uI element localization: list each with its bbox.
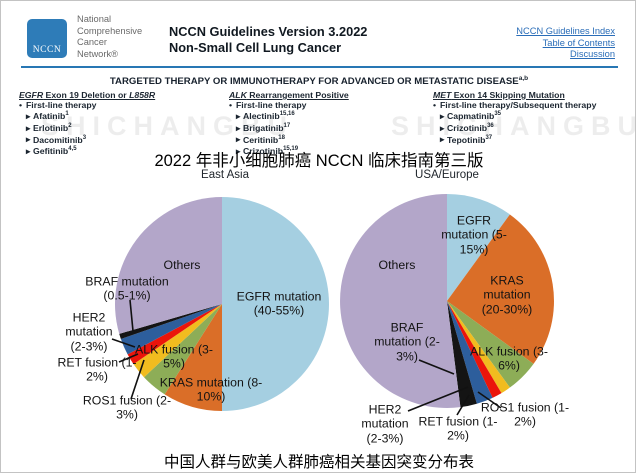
bullet-item: • First-line therapy	[19, 99, 97, 110]
drug-item: ▸ Ceritinib18	[236, 134, 285, 145]
cancer-type-title: Non-Small Cell Lung Cancer	[169, 40, 342, 55]
leader-line-braf-east	[129, 299, 134, 332]
therapy-column-egfr: EGFR Exon 19 Deletion or L858R • First-li…	[19, 90, 224, 157]
pie-label-her2-usa: HER2 mutation (2-3%)	[361, 402, 409, 446]
header-divider	[21, 66, 618, 69]
bullet-icon: •	[19, 99, 23, 110]
drug-item: ▸ Brigatinib17	[236, 122, 291, 133]
pie-title-usa-europe: USA/Europe	[415, 169, 479, 181]
nccn-logo-text: NCCN	[32, 45, 62, 55]
drug-item: ▸ Crizotinib15,19	[236, 146, 299, 157]
pie-label-ret-usa: RET fusion (1-2%)	[418, 414, 498, 443]
guidelines-version-title: NCCN Guidelines Version 3.2022	[169, 24, 368, 39]
drug-item: ▸ Erlotinib2	[26, 122, 72, 133]
column-header: MET Exon 14 Skipping Mutation	[433, 90, 565, 100]
table-of-contents-link[interactable]: Table of Contents	[542, 37, 615, 48]
page-title: NCCN Guidelines Version 3.2022 Non-Small…	[169, 24, 367, 56]
triangle-bullet-icon: ▸	[26, 111, 31, 122]
triangle-bullet-icon: ▸	[26, 122, 31, 133]
banner-footnote: a,b	[518, 75, 529, 82]
discussion-link[interactable]: Discussion	[570, 49, 615, 60]
pie-label-ret-east: RET fusion (1-2%)	[57, 355, 137, 384]
triangle-bullet-icon: ▸	[236, 122, 241, 133]
drug-item: ▸ Gefitinib4,5	[26, 146, 77, 157]
pie-label-others-east: Others	[163, 257, 201, 272]
pie-label-egfr-east: EGFR mutation (40-55%)	[236, 289, 322, 318]
triangle-bullet-icon: ▸	[440, 134, 445, 145]
pie-label-braf-usa: BRAF mutation (2-3%)	[374, 320, 440, 364]
pie-label-others-usa: Others	[378, 257, 416, 272]
drug-item: ▸ Crizotinib36	[440, 122, 494, 133]
drug-item: ▸ Alectinib15,16	[236, 111, 295, 122]
therapy-column-alk: ALK Rearrangement Positive • First-line t…	[229, 90, 434, 157]
triangle-bullet-icon: ▸	[236, 134, 241, 145]
pie-label-kras-usa: KRAS mutation (20-30%)	[481, 273, 533, 317]
leader-line-her2-usa	[407, 386, 469, 412]
chinese-title: 2022 年非小细胞肺癌 NCCN 临床指南第三版	[154, 152, 484, 170]
org-name: National Comprehensive Cancer Network®	[77, 14, 143, 59]
pie-label-alk-usa: ALK fusion (3-6%)	[470, 344, 548, 373]
drug-item: ▸ Capmatinib35	[440, 111, 501, 122]
pie-label-kras-east: KRAS mutation (8-10%)	[159, 375, 263, 404]
leader-line-ret-usa	[456, 394, 470, 416]
banner-title: TARGETED THERAPY OR IMMUNOTHERAPY FOR AD…	[109, 75, 529, 88]
nccn-logo: NCCN	[27, 19, 67, 58]
pie-label-ros1-usa: ROS1 fusion (1-2%)	[480, 400, 570, 429]
pie-label-egfr-usa: EGFR mutation (5-15%)	[441, 213, 507, 257]
triangle-bullet-icon: ▸	[26, 134, 31, 145]
drug-item: ▸ Tepotinib37	[440, 134, 493, 145]
watermark: SHICHANGBU	[41, 111, 295, 141]
triangle-bullet-icon: ▸	[440, 122, 445, 133]
bullet-icon: •	[433, 99, 437, 110]
pie-label-alk-east: ALK fusion (3-5%)	[135, 342, 213, 371]
pie-title-east-asia: East Asia	[201, 169, 249, 181]
pie-slice-braf-mutation	[119, 304, 222, 339]
column-header: ALK Rearrangement Positive	[229, 90, 349, 100]
pie-label-her2-east: HER2 mutation (2-3%)	[65, 310, 113, 354]
triangle-bullet-icon: ▸	[26, 146, 31, 157]
drug-item: ▸ Afatinib1	[26, 111, 69, 122]
drug-item: ▸ Dacomitinib3	[26, 134, 87, 145]
bullet-item: • First-line therapy	[229, 99, 307, 110]
column-header: EGFR Exon 19 Deletion or L858R	[19, 90, 156, 100]
chinese-caption: 中国人群与欧美人群肺癌相关基因突变分布表	[163, 454, 474, 471]
guidelines-index-link[interactable]: NCCN Guidelines Index	[516, 26, 615, 36]
header-links: NCCN Guidelines Index Table of Contents …	[516, 26, 615, 61]
bullet-item: • First-line therapy/Subsequent therapy	[433, 99, 597, 110]
triangle-bullet-icon: ▸	[236, 111, 241, 122]
triangle-bullet-icon: ▸	[236, 146, 241, 157]
therapy-column-met: MET Exon 14 Skipping Mutation • First-lin…	[433, 90, 635, 145]
bullet-icon: •	[229, 99, 233, 110]
pie-label-braf-east: BRAF mutation (0.5-1%)	[85, 274, 169, 303]
watermark: SHICHANGBU	[391, 111, 636, 141]
triangle-bullet-icon: ▸	[440, 111, 445, 122]
pie-label-ros1-east: ROS1 fusion (2-3%)	[82, 393, 172, 422]
